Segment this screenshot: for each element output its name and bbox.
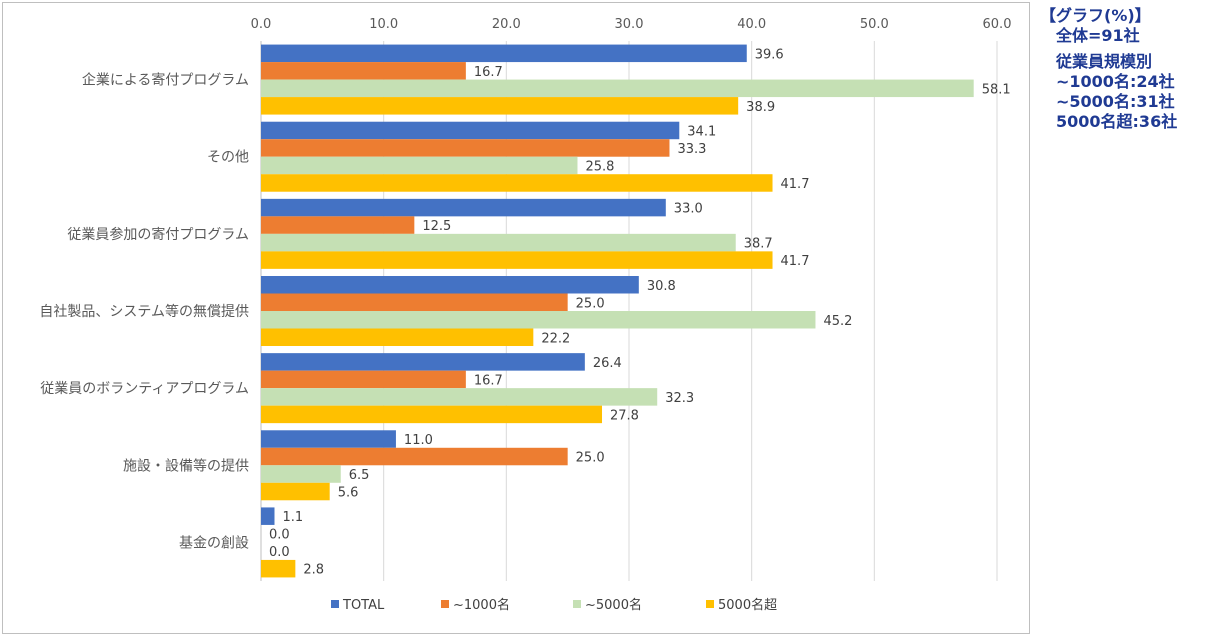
data-label: 5.6: [338, 486, 359, 501]
bar: [261, 465, 341, 483]
bar: [261, 97, 739, 115]
x-tick-label: 40.0: [737, 17, 766, 32]
bar: [261, 507, 275, 525]
data-label: 26.4: [593, 356, 622, 371]
bar: [261, 353, 585, 371]
legend-label: TOTAL: [342, 598, 385, 613]
sample-size-note: 【グラフ(%)】 全体=91社 従業員規模別 ~1000名:24社 ~5000名…: [1040, 6, 1210, 132]
data-label: 16.7: [474, 65, 503, 80]
data-label: 45.2: [823, 314, 852, 329]
data-label: 16.7: [474, 373, 503, 388]
x-tick-label: 30.0: [615, 17, 644, 32]
bar: [261, 430, 396, 448]
bar: [261, 198, 666, 217]
legend-swatch: [706, 600, 714, 608]
bars: [261, 44, 974, 578]
data-label: 58.1: [982, 82, 1011, 97]
data-label: 39.6: [755, 47, 784, 62]
legend-label: 5000名超: [718, 597, 777, 613]
bar: [261, 174, 773, 192]
bar: [261, 388, 658, 406]
note-size-over5000: 5000名超:36社: [1056, 112, 1178, 131]
data-label: 0.0: [269, 528, 290, 543]
bar: [261, 251, 773, 269]
bar-chart: 0.0 10.0 20.0 30.0 40.0 50.0 60.0 企業による寄付プログラム…: [39, 17, 1012, 613]
category-label: 企業による寄付プログラム: [82, 72, 249, 89]
category-label: 施設・設備等の提供: [123, 457, 249, 474]
note-total: 全体=91社: [1056, 26, 1140, 45]
data-label: 41.7: [781, 177, 810, 192]
data-label: 2.8: [303, 563, 324, 578]
category-label: 自社製品、システム等の無償提供: [39, 303, 249, 320]
data-label: 34.1: [687, 124, 716, 139]
note-size-5000: ~5000名:31社: [1056, 92, 1175, 111]
bar: [261, 482, 330, 501]
note-size-heading: 従業員規模別: [1056, 52, 1153, 71]
category-label: 従業員のボランティアプログラム: [40, 381, 249, 397]
data-label: 6.5: [349, 468, 370, 483]
bar: [261, 121, 680, 140]
data-label: 41.7: [781, 254, 810, 269]
data-label: 11.0: [404, 433, 433, 448]
bar: [261, 156, 578, 175]
data-label: 25.0: [576, 296, 605, 311]
bar: [261, 311, 816, 329]
bar: [261, 559, 296, 578]
data-label: 33.3: [677, 142, 706, 157]
bar: [261, 293, 568, 311]
bar: [261, 405, 603, 424]
bar: [261, 79, 974, 98]
legend-swatch: [573, 600, 581, 608]
data-labels: 39.6 16.7 58.1 38.9 34.1 33.3 25.8 41.7 33.0 12.5…: [269, 47, 1011, 577]
category-axis: 企業による寄付プログラムその他従業員参加の寄付プログラム自社製品、システム等の無…: [39, 41, 262, 581]
category-label: 基金の創設: [179, 534, 249, 551]
data-label: 27.8: [610, 408, 639, 423]
legend-label: ~1000名: [453, 597, 510, 613]
data-label: 38.9: [746, 100, 775, 115]
note-title: 【グラフ(%)】: [1040, 6, 1151, 25]
legend-label: ~5000名: [585, 597, 642, 613]
legend-swatch: [441, 600, 449, 608]
bar: [261, 44, 747, 63]
x-tick-label: 50.0: [860, 17, 889, 32]
data-label: 33.0: [674, 202, 703, 217]
legend-swatch: [331, 600, 339, 608]
bar: [261, 233, 736, 252]
x-tick-label: 0.0: [251, 17, 272, 32]
bar: [261, 62, 466, 80]
data-label: 12.5: [422, 219, 451, 234]
data-label: 1.1: [282, 510, 303, 525]
data-label: 25.8: [585, 159, 614, 174]
data-label: 0.0: [269, 545, 290, 560]
bar: [261, 276, 639, 294]
data-label: 22.2: [541, 331, 570, 346]
data-label: 30.8: [647, 279, 676, 294]
x-tick-label: 60.0: [983, 17, 1012, 32]
note-size-1000: ~1000名:24社: [1056, 72, 1175, 91]
bar: [261, 328, 534, 346]
bar: [261, 447, 568, 466]
bar: [261, 139, 670, 157]
category-label: その他: [207, 150, 249, 166]
category-label: 従業員参加の寄付プログラム: [67, 226, 249, 243]
x-tick-label: 20.0: [492, 17, 521, 32]
bar: [261, 216, 415, 234]
data-label: 38.7: [744, 237, 773, 252]
bar: [261, 370, 466, 389]
data-label: 32.3: [665, 391, 694, 406]
chart-frame: 0.0 10.0 20.0 30.0 40.0 50.0 60.0 企業による寄付プログラム…: [2, 2, 1030, 634]
x-tick-label: 10.0: [369, 17, 398, 32]
x-axis-ticks: 0.0 10.0 20.0 30.0 40.0 50.0 60.0: [251, 17, 1012, 32]
data-label: 25.0: [576, 451, 605, 466]
legend: TOTAL ~1000名 ~5000名 5000名超: [331, 597, 777, 613]
